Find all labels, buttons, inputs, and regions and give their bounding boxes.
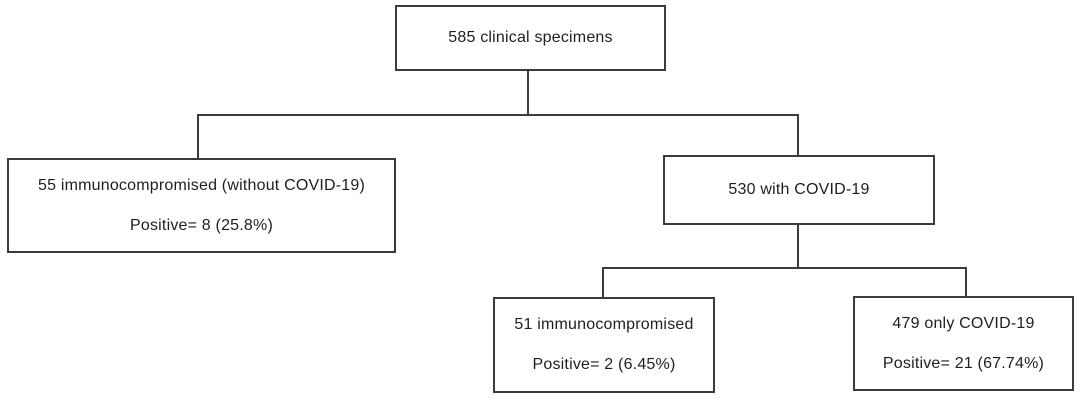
node-only-covid-positive: Positive= 21 (67.74%) bbox=[882, 354, 1045, 372]
connector-drop-with-covid bbox=[797, 114, 799, 155]
node-immunocompromised-with-covid-positive: Positive= 2 (6.45%) bbox=[532, 356, 676, 373]
node-with-covid: 530 with COVID-19 bbox=[663, 155, 935, 225]
node-immunocompromised-without-covid: 55 immunocompromised (without COVID-19) … bbox=[7, 158, 396, 253]
connector-drop-only-covid bbox=[965, 267, 967, 296]
node-total-specimens-label: 585 clinical specimens bbox=[448, 29, 613, 46]
connector-with-covid-stem bbox=[797, 225, 799, 269]
node-immunocompromised-without-covid-positive: Positive= 8 (25.8%) bbox=[130, 216, 273, 234]
connector-level2-rail bbox=[602, 267, 967, 269]
connector-root-stem bbox=[527, 71, 529, 116]
connector-drop-immunocompromised bbox=[602, 267, 604, 297]
node-total-specimens: 585 clinical specimens bbox=[395, 5, 666, 71]
node-immunocompromised-with-covid-label: 51 immunocompromised bbox=[514, 316, 694, 333]
node-immunocompromised-without-covid-label: 55 immunocompromised (without COVID-19) bbox=[37, 176, 366, 194]
connector-level1-rail bbox=[197, 114, 799, 116]
connector-drop-without-covid bbox=[197, 114, 199, 158]
node-immunocompromised-with-covid: 51 immunocompromised Positive= 2 (6.45%) bbox=[493, 297, 715, 393]
node-only-covid: 479 only COVID-19 Positive= 21 (67.74%) bbox=[853, 296, 1074, 391]
node-with-covid-label: 530 with COVID-19 bbox=[728, 181, 870, 198]
node-only-covid-label: 479 only COVID-19 bbox=[892, 314, 1035, 332]
